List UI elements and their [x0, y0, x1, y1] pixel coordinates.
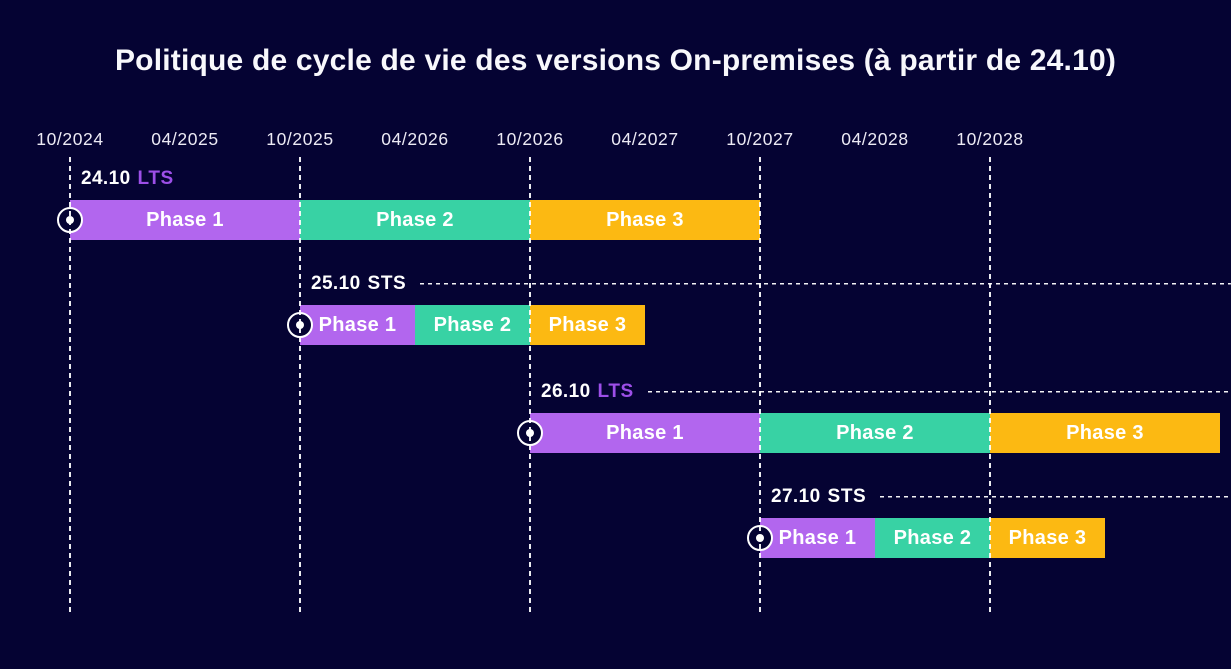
chart-title: Politique de cycle de vie des versions O… — [114, 44, 1117, 77]
phase-label: Phase 3 — [606, 208, 684, 231]
phase-label: Phase 2 — [836, 421, 914, 444]
phase-bar-27.10-3: Phase 3 — [990, 518, 1105, 558]
gridline-10-2025 — [299, 157, 301, 612]
phase-label: Phase 2 — [433, 313, 512, 336]
axis-tick-04-2027: 04/2027 — [611, 129, 679, 149]
version-label-27.10: 27.10 STS — [771, 485, 1231, 509]
version-number: 26.10 — [541, 381, 591, 402]
phase-bar-24.10-1: Phase 1 — [70, 200, 300, 240]
version-label-25.10: 25.10 STS — [311, 272, 1231, 296]
version-number: 27.10 — [771, 486, 821, 507]
phase-bar-27.10-2: Phase 2 — [875, 518, 990, 558]
axis-tick-10-2025: 10/2025 — [266, 129, 334, 149]
phase-label: Phase 3 — [1008, 526, 1087, 549]
phase-bar-26.10-1: Phase 1 — [530, 413, 760, 453]
release-type-lts: LTS — [137, 168, 174, 189]
axis-tick-04-2025: 04/2025 — [151, 129, 219, 149]
axis-tick-10-2026: 10/2026 — [496, 129, 564, 149]
phase-label: Phase 1 — [318, 313, 397, 336]
axis-tick-10-2028: 10/2028 — [956, 129, 1024, 149]
label-leader-line — [420, 283, 1231, 285]
gridline-10-2028 — [989, 157, 991, 612]
gridline-10-2024 — [69, 157, 71, 612]
axis-tick-04-2028: 04/2028 — [841, 129, 909, 149]
release-type-lts: LTS — [597, 381, 634, 402]
phase-label: Phase 3 — [1066, 421, 1144, 444]
phase-bar-27.10-1: Phase 1 — [760, 518, 875, 558]
gridline-10-2026 — [529, 157, 531, 612]
label-leader-line — [647, 391, 1231, 393]
release-type-sts: STS — [827, 486, 867, 507]
phase-bar-26.10-3: Phase 3 — [990, 413, 1220, 453]
phase-bar-25.10-2: Phase 2 — [415, 305, 530, 345]
label-leader-line — [880, 496, 1231, 498]
phase-label: Phase 1 — [146, 208, 224, 231]
version-number: 25.10 — [311, 273, 361, 294]
version-label-24.10: 24.10 LTS — [81, 167, 1231, 191]
gridline-10-2027 — [759, 157, 761, 612]
phase-label: Phase 1 — [606, 421, 684, 444]
phase-label: Phase 3 — [548, 313, 627, 336]
axis-tick-10-2027: 10/2027 — [726, 129, 794, 149]
version-label-26.10: 26.10 LTS — [541, 380, 1231, 404]
phase-label: Phase 1 — [778, 526, 857, 549]
phase-bar-24.10-2: Phase 2 — [300, 200, 530, 240]
phase-label: Phase 2 — [376, 208, 454, 231]
release-type-sts: STS — [367, 273, 407, 294]
phase-bar-24.10-3: Phase 3 — [530, 200, 760, 240]
axis-tick-04-2026: 04/2026 — [381, 129, 449, 149]
version-number: 24.10 — [81, 168, 131, 189]
phase-bar-25.10-1: Phase 1 — [300, 305, 415, 345]
phase-bar-26.10-2: Phase 2 — [760, 413, 990, 453]
phase-bar-25.10-3: Phase 3 — [530, 305, 645, 345]
phase-label: Phase 2 — [893, 526, 972, 549]
axis-tick-10-2024: 10/2024 — [36, 129, 104, 149]
